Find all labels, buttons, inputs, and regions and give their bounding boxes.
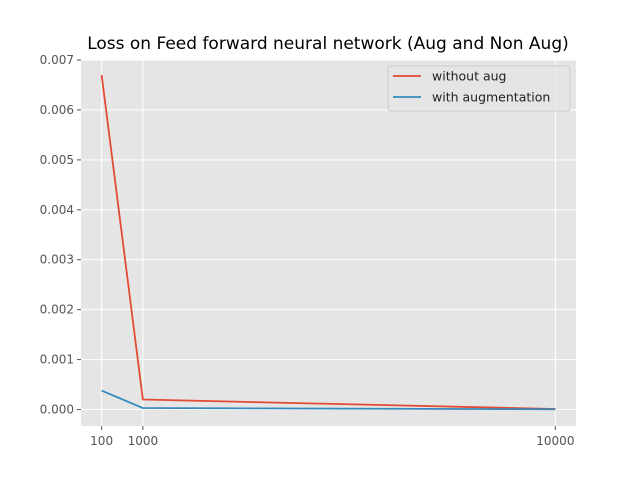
y-axis: 0.000 0.001 0.002 0.003 0.004 0.005 0.006 0.007 xyxy=(40,53,81,417)
legend: without aug with augmentation xyxy=(387,65,571,112)
x-tick-label: 1000 xyxy=(128,434,159,448)
legend-label: with augmentation xyxy=(432,90,550,105)
series-line xyxy=(100,74,556,410)
chart-title: Loss on Feed forward neural network (Aug… xyxy=(87,34,569,54)
x-axis: 100 1000 10000 xyxy=(90,426,574,448)
series-line xyxy=(101,389,556,411)
legend-box xyxy=(387,65,571,112)
y-tick-label: 0.004 xyxy=(40,203,74,217)
y-tick-label: 0.001 xyxy=(40,353,74,367)
x-tick-label: 100 xyxy=(90,434,113,448)
y-tick-label: 0.006 xyxy=(40,103,74,117)
y-tick-label: 0.003 xyxy=(40,253,74,267)
gridlines xyxy=(81,59,576,426)
plot-area xyxy=(81,60,576,426)
series-lines xyxy=(100,74,556,411)
y-tick-label: 0.007 xyxy=(40,53,74,67)
legend-label: without aug xyxy=(432,69,506,84)
x-tick-label: 10000 xyxy=(536,434,574,448)
y-tick-label: 0.002 xyxy=(40,303,74,317)
y-tick-label: 0.000 xyxy=(40,403,74,417)
y-tick-label: 0.005 xyxy=(40,153,74,167)
